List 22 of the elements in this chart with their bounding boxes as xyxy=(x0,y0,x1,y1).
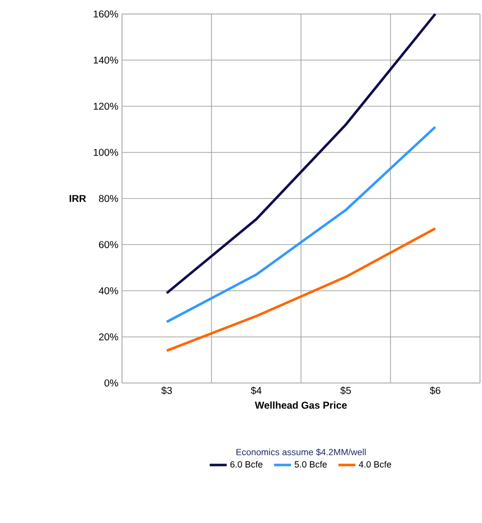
y-tick-label: 80% xyxy=(98,194,118,202)
x-tick-label: $6 xyxy=(430,386,440,395)
line-series xyxy=(166,12,436,294)
x-tick-label: $3 xyxy=(161,386,172,395)
y-tick-label: 40% xyxy=(98,287,118,294)
legend-label: 6.0 Bcfe xyxy=(230,460,262,468)
y-tick-label: 160% xyxy=(94,10,118,18)
y-tick-label: 100% xyxy=(94,148,118,156)
y-tick-label: 140% xyxy=(94,56,118,64)
x-axis-title: Wellhead Gas Price xyxy=(254,401,347,409)
text: Economics assume $4.2MM/well xyxy=(236,448,366,456)
y-tick-label: 0% xyxy=(104,379,118,387)
y-tick-label: 20% xyxy=(99,333,118,340)
legend-label: 4.0 Bcfe xyxy=(358,460,392,468)
x-tick-label: $4 xyxy=(250,386,262,395)
y-tick-label: 120% xyxy=(94,102,118,110)
line-series xyxy=(166,227,436,352)
legend-label: 5.0 Bcfe xyxy=(294,460,327,468)
y-axis-title: IRR xyxy=(70,195,86,202)
x-tick-label: $5 xyxy=(340,386,351,395)
line-series xyxy=(166,126,436,324)
y-tick-label: 60% xyxy=(99,241,118,248)
